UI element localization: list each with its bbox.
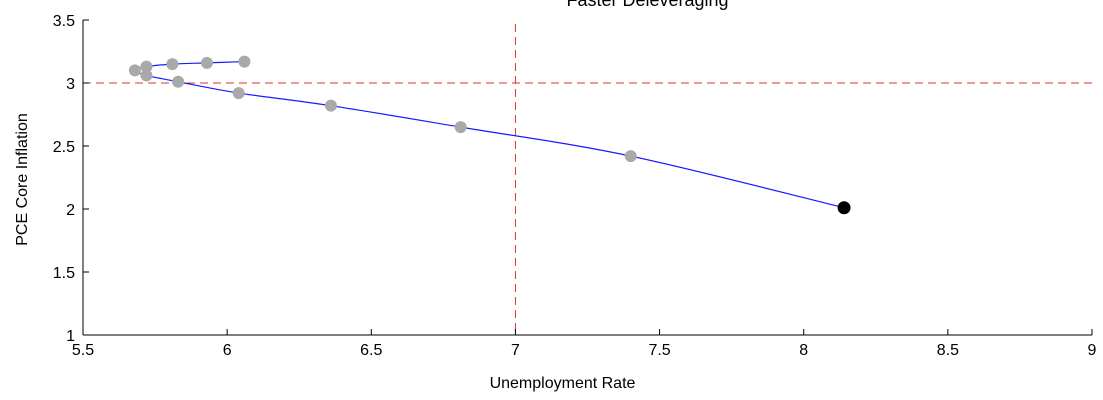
y-tick-label: 2 [66, 202, 75, 219]
data-point [324, 99, 337, 112]
y-axis-title: PCE Core Inflation [14, 113, 31, 246]
series-layer [128, 55, 851, 215]
x-tick-label: 7 [511, 342, 520, 359]
y-axis-ticks: 1 1.5 2 2.5 3 3.5 [53, 13, 89, 345]
start-data-point [837, 201, 851, 215]
x-tick-label: 9 [1088, 342, 1097, 359]
y-tick-label: 1 [66, 328, 75, 345]
y-tick-label: 1.5 [53, 265, 75, 282]
data-point [166, 58, 179, 71]
chart-title: Faster Deleveraging [566, 0, 728, 10]
plot-frame [82, 20, 1092, 336]
data-point [200, 56, 213, 69]
x-axis-ticks: 5.5 6 6.5 7 7.5 8 8.5 9 [72, 329, 1097, 359]
x-tick-label: 6.5 [360, 342, 382, 359]
x-tick-label: 5.5 [72, 342, 94, 359]
series-line [134, 60, 845, 209]
y-tick-label: 3 [66, 76, 75, 93]
x-tick-label: 6 [223, 342, 232, 359]
data-point [624, 150, 637, 163]
y-tick-label: 3.5 [53, 13, 75, 30]
data-point [128, 64, 141, 77]
data-point [172, 75, 185, 88]
data-point [238, 55, 251, 68]
data-point [140, 69, 153, 82]
data-point [454, 121, 467, 134]
reference-lines [83, 24, 1092, 335]
y-tick-label: 2.5 [53, 139, 75, 156]
x-tick-label: 8.5 [937, 342, 959, 359]
data-point [232, 87, 245, 100]
x-axis-title: Unemployment Rate [490, 375, 636, 392]
x-tick-label: 7.5 [648, 342, 670, 359]
data-point [140, 60, 153, 73]
x-tick-label: 8 [799, 342, 808, 359]
